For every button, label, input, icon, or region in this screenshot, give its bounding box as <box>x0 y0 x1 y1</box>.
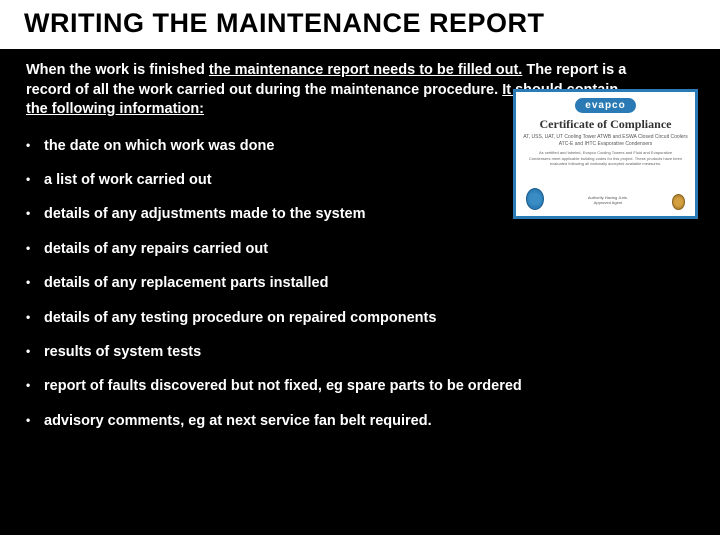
intro-underlined1: the maintenance report needs to be fille… <box>209 62 522 78</box>
seal-icon <box>672 194 685 210</box>
seal-icon <box>526 188 544 210</box>
list-item: details of any repairs carried out <box>26 241 694 258</box>
cert-signatures: Authority Having Juris. Approved Agent <box>544 190 672 210</box>
list-item: details of any replacement parts install… <box>26 275 694 292</box>
list-item: report of faults discovered but not fixe… <box>26 378 694 395</box>
list-item: details of any testing procedure on repa… <box>26 310 694 327</box>
slide-title: WRITING THE MAINTENANCE REPORT <box>24 8 696 39</box>
list-item: advisory comments, eg at next service fa… <box>26 413 694 430</box>
cert-seals: Authority Having Juris. Approved Agent <box>522 188 689 210</box>
cert-title: Certificate of Compliance <box>540 117 672 132</box>
certificate-image: evapco Certificate of Compliance AT, USS… <box>513 89 698 219</box>
slide: WRITING THE MAINTENANCE REPORT When the … <box>0 0 720 540</box>
content-area: When the work is finished the maintenanc… <box>0 49 720 535</box>
intro-part1: When the work is finished <box>26 62 209 78</box>
title-bar: WRITING THE MAINTENANCE REPORT <box>0 0 720 49</box>
list-item: results of system tests <box>26 344 694 361</box>
cert-sig2: Approved Agent <box>594 200 622 205</box>
cert-subtitle: AT, USS, UAT, UT Cooling Tower ATWB and … <box>522 134 689 147</box>
cert-body: As certified and labeled, Evapco Cooling… <box>522 150 689 167</box>
cert-logo: evapco <box>575 98 635 113</box>
